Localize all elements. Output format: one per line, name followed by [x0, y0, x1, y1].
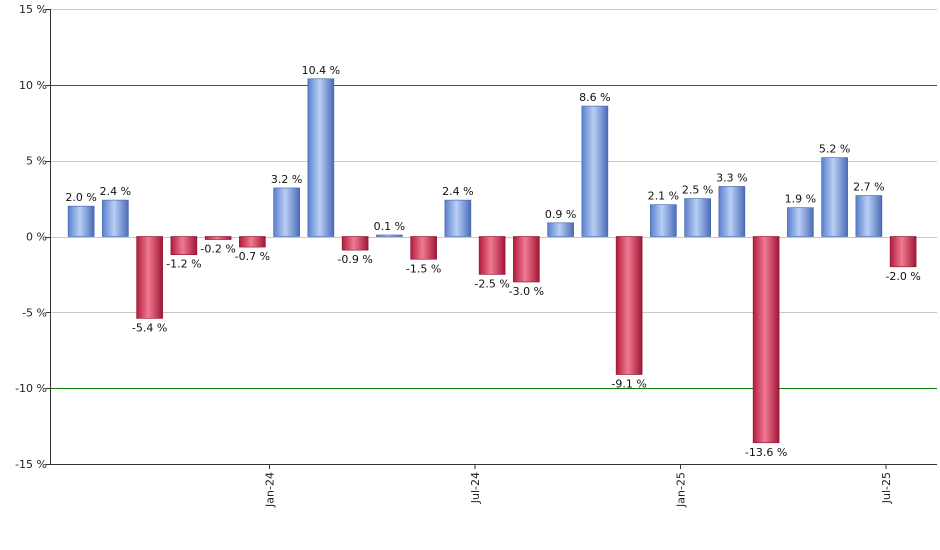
bar-positive	[581, 105, 609, 237]
bar-value-label: -3.0 %	[509, 285, 544, 298]
x-axis-labels: Jan-24 Jul-24 Jan-25 Jul-25	[264, 472, 894, 508]
data-labels: 2.0 % 2.4 % -5.4 % -1.2 % -0.2 %-0.7 % 3.2 % 1…	[65, 64, 920, 459]
x-tick-label: Jan-24	[264, 472, 277, 508]
y-tick-label: -5 %	[22, 306, 47, 319]
bar-positive	[376, 234, 403, 237]
bar-value-label: 2.7 %	[853, 181, 884, 194]
bar-negative	[752, 236, 780, 444]
y-tick-label: 15 %	[19, 3, 47, 16]
bar-value-label: -2.5 %	[474, 277, 509, 290]
bar-value-label: -1.5 %	[406, 262, 441, 275]
bar-negative	[341, 236, 369, 251]
bar-negative	[615, 236, 643, 375]
bar-positive	[102, 199, 129, 237]
bar-positive	[444, 199, 472, 237]
bar-value-label: 3.3 %	[716, 171, 747, 184]
bar-negative	[136, 236, 163, 319]
bar-value-label: 0.9 %	[545, 208, 576, 221]
bar-value-label: -0.9 %	[337, 253, 372, 266]
bar-positive	[650, 204, 677, 237]
bar-positive	[67, 205, 95, 237]
bar-positive	[718, 186, 746, 237]
y-axis-labels: 15 % 10 % 5 % 0 % -5 % -10 % -15 %	[15, 3, 47, 471]
x-tick-label: Jul-25	[880, 472, 893, 504]
bar-positive	[307, 78, 335, 237]
bar-value-label: 2.0 %	[65, 191, 96, 204]
bar-negative	[478, 236, 506, 275]
bars	[67, 78, 917, 444]
bar-value-label: -2.0 %	[885, 270, 920, 283]
bar-negative	[513, 236, 540, 283]
y-tick-label: 5 %	[26, 155, 47, 168]
bar-positive	[821, 157, 848, 237]
bar-value-label: -1.2 %	[166, 258, 201, 271]
x-tick-label: Jul-24	[469, 472, 482, 504]
y-tick-label: 10 %	[19, 79, 47, 92]
bar-negative	[170, 236, 198, 256]
bar-value-label: 5.2 %	[819, 143, 850, 156]
bar-positive	[855, 195, 883, 237]
x-tick-label: Jan-25	[675, 472, 688, 508]
bar-positive	[787, 207, 814, 237]
y-tick-label: -15 %	[15, 458, 47, 471]
bar-value-label: 2.4 %	[100, 185, 131, 198]
bar-value-label: -5.4 %	[132, 321, 167, 334]
bar-value-label: 0.1 %	[374, 220, 405, 233]
bar-value-label: 8.6 %	[579, 91, 610, 104]
axes	[46, 9, 937, 469]
y-tick-label: -10 %	[15, 382, 47, 395]
bar-negative	[889, 236, 917, 268]
bar-value-label: 2.1 %	[648, 190, 679, 203]
bar-value-label: 2.5 %	[682, 184, 713, 197]
y-tick-label: 0 %	[26, 231, 47, 244]
bar-value-label: -9.1 %	[611, 378, 646, 391]
bar-value-label: -0.2 %	[200, 243, 235, 256]
bar-negative	[204, 236, 232, 240]
bar-positive	[547, 222, 574, 237]
bar-positive	[273, 187, 300, 237]
bar-value-label: 10.4 %	[302, 64, 340, 77]
bar-value-label: 3.2 %	[271, 173, 302, 186]
bar-value-label: 1.9 %	[785, 193, 816, 206]
bar-value-label: -13.6 %	[745, 446, 787, 459]
bar-positive	[684, 198, 711, 237]
bar-negative	[410, 236, 437, 260]
bar-negative	[239, 236, 266, 248]
bar-value-label: 2.4 %	[442, 185, 473, 198]
bar-value-label: -0.7 %	[235, 250, 270, 263]
